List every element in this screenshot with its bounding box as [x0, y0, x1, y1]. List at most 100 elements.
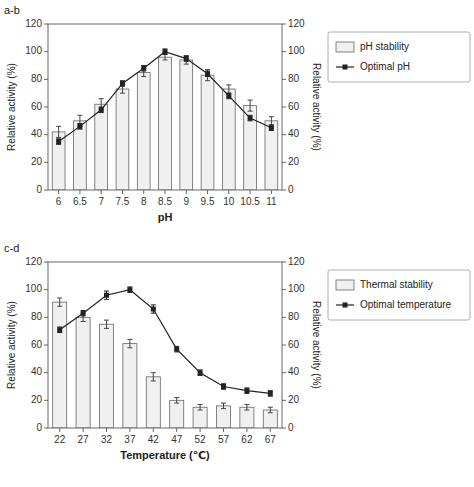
legend-frame	[328, 32, 470, 82]
marker	[81, 311, 86, 316]
error-bar	[104, 291, 109, 299]
y2-tick-label: 80	[288, 311, 300, 322]
error-cap	[198, 404, 203, 405]
legend-label: Thermal stability	[360, 279, 433, 290]
error-cap	[269, 116, 274, 117]
bar	[76, 317, 90, 428]
error-cap	[163, 59, 168, 60]
y2-tick	[282, 24, 286, 25]
x-tick-label: 6.5	[73, 196, 87, 207]
error-cap	[127, 339, 132, 340]
y-tick-label: 20	[31, 156, 43, 167]
error-stem	[250, 100, 251, 111]
error-cap	[226, 84, 231, 85]
error-bar	[127, 339, 132, 347]
marker	[151, 307, 156, 312]
error-cap	[198, 410, 203, 411]
marker	[205, 71, 210, 76]
error-cap	[174, 397, 179, 398]
legend: Thermal stability Optimal temperature	[328, 270, 470, 320]
y-axis-label: Relative activity (%)	[6, 301, 17, 389]
error-cap	[221, 403, 226, 404]
marks	[52, 49, 277, 190]
y-tick-label: 80	[31, 73, 43, 84]
bar	[146, 377, 160, 428]
error-bar	[205, 71, 210, 77]
error-cap	[56, 137, 61, 138]
error-stem	[106, 320, 107, 328]
y-tick-label: 20	[31, 394, 43, 405]
error-cap	[268, 412, 273, 413]
error-bar	[163, 54, 168, 60]
error-bar	[57, 298, 62, 306]
panel: 0204060801001200204060801001202227323742…	[4, 242, 470, 461]
bar	[95, 104, 108, 190]
error-cap	[205, 80, 210, 81]
x-tick-label: 6	[56, 196, 62, 207]
x-tick-label: 67	[265, 434, 277, 445]
x-tick-label: 10.5	[240, 196, 260, 207]
error-cap	[81, 321, 86, 322]
error-cap	[174, 403, 179, 404]
bar	[263, 410, 277, 428]
marker	[99, 107, 104, 112]
bar	[265, 121, 278, 190]
error-cap	[184, 64, 189, 65]
legend-label: Optimal pH	[360, 61, 410, 72]
bar	[52, 132, 65, 190]
y2-tick	[282, 400, 286, 401]
y2-tick	[282, 107, 286, 108]
y-tick	[44, 24, 48, 25]
error-bar	[127, 287, 132, 293]
error-bar	[205, 70, 210, 81]
background	[0, 0, 474, 487]
y2-tick-label: 0	[288, 184, 294, 195]
error-bar	[248, 100, 253, 111]
x-tick-label: 52	[195, 434, 207, 445]
marker	[56, 139, 61, 144]
y2-tick	[282, 289, 286, 290]
y2-tick-label: 40	[288, 128, 300, 139]
x-tick-label: 32	[101, 434, 113, 445]
legend-label: Optimal temperature	[360, 299, 452, 310]
y2-tick-label: 20	[288, 394, 300, 405]
y2-tick	[282, 79, 286, 80]
y2-tick	[282, 51, 286, 52]
y2-tick	[282, 162, 286, 163]
marker	[57, 327, 62, 332]
marker	[248, 116, 253, 121]
x-tick-label: 57	[218, 434, 230, 445]
y-tick	[44, 289, 48, 290]
marks	[53, 287, 278, 428]
y2-tick	[282, 428, 286, 429]
y-tick	[44, 134, 48, 135]
bar	[137, 72, 150, 190]
error-bar	[120, 81, 125, 87]
x-axis-label: pH	[158, 211, 173, 223]
error-cap	[141, 76, 146, 77]
legend-marker	[343, 65, 348, 70]
error-stem	[59, 298, 60, 306]
marker	[244, 388, 249, 393]
x-tick-label: 11	[266, 196, 277, 207]
y2-tick	[282, 345, 286, 346]
error-bar	[248, 115, 253, 121]
x-tick-label: 27	[78, 434, 90, 445]
error-stem	[223, 403, 224, 409]
error-cap	[77, 115, 82, 116]
error-bar	[269, 125, 274, 131]
y-tick-label: 60	[31, 339, 43, 350]
error-bar	[99, 107, 104, 113]
error-stem	[153, 373, 154, 381]
bar	[222, 89, 235, 190]
legend-marker	[343, 303, 348, 308]
error-bar	[104, 320, 109, 328]
panel-label: a-b	[4, 4, 20, 16]
x-tick	[153, 428, 154, 432]
x-tick	[270, 428, 271, 432]
error-bar	[56, 126, 61, 137]
y2-axis-label: Relative activity (%)	[311, 301, 322, 389]
y-tick	[44, 345, 48, 346]
error-bar	[151, 373, 156, 381]
error-bar	[56, 139, 61, 145]
